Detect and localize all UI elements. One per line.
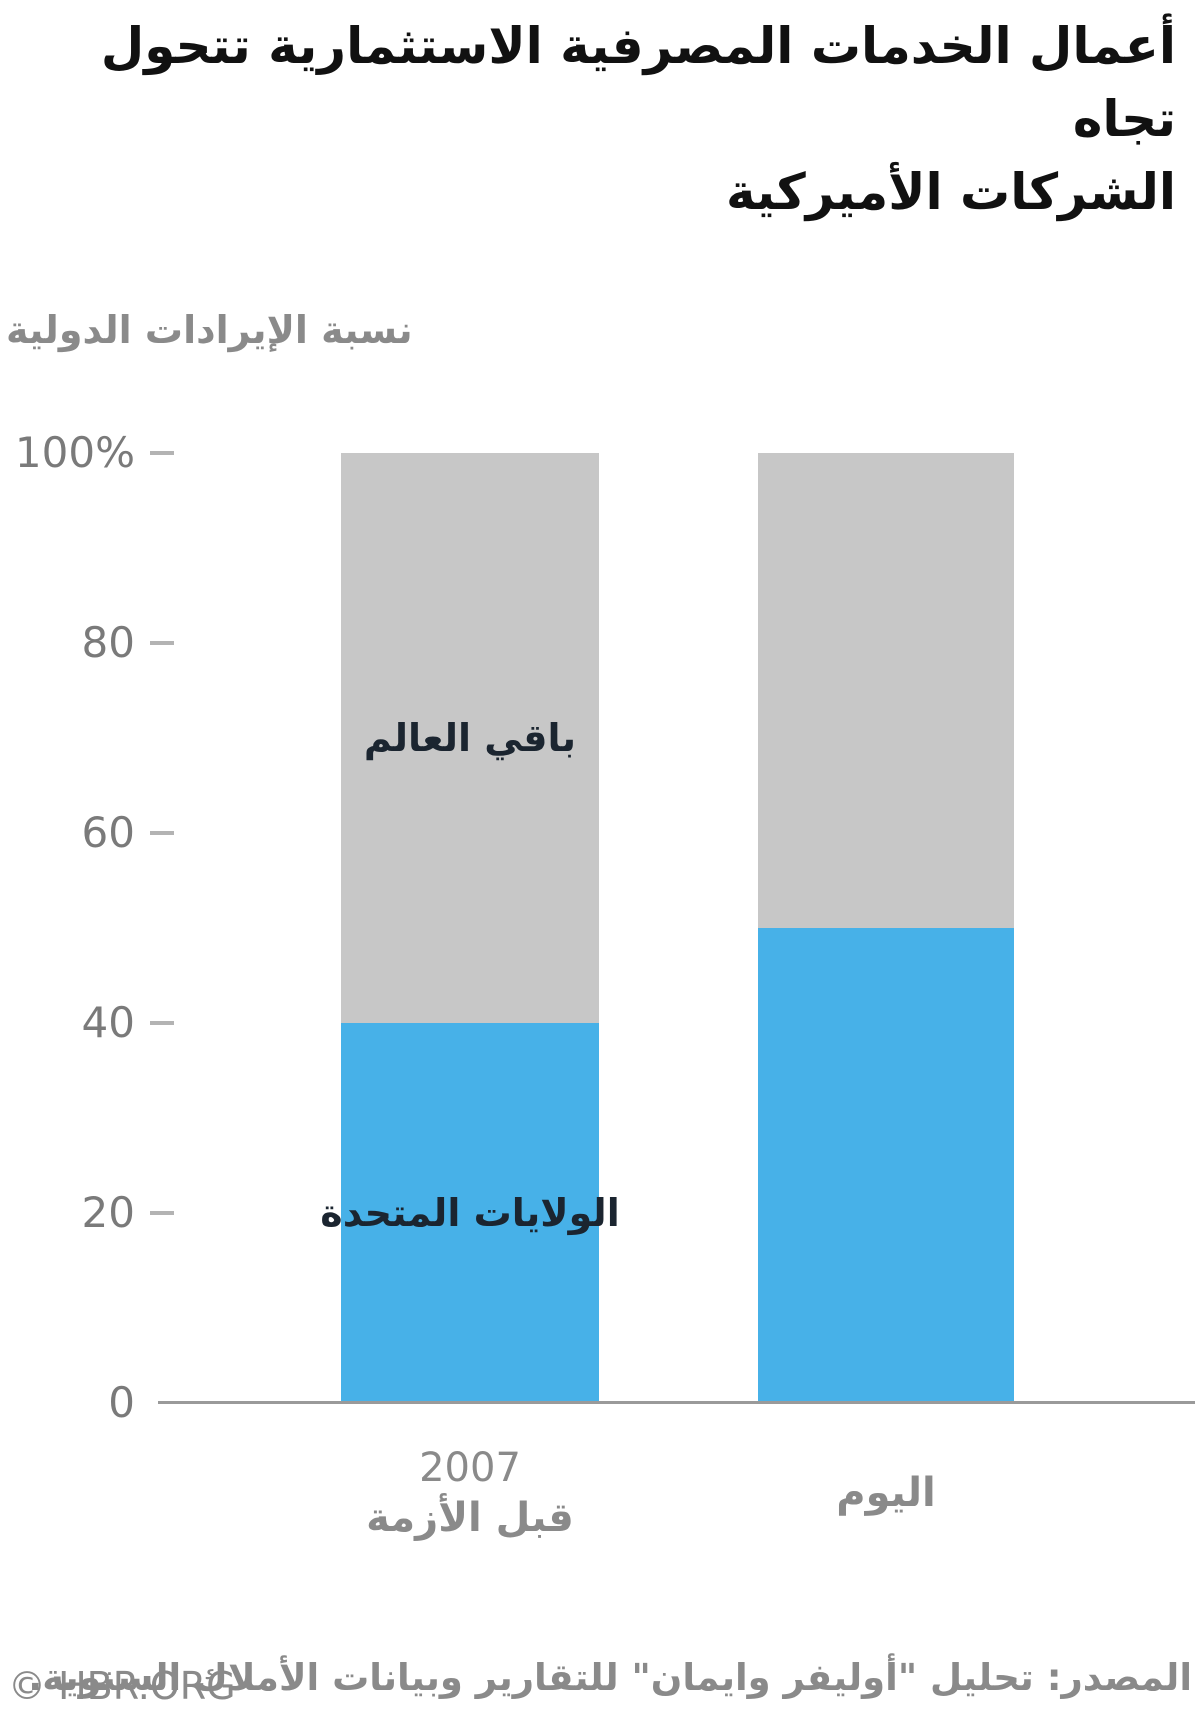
bar-segment-rest-of-world: باقي العالم xyxy=(341,453,599,1023)
chart-title: أعمال الخدمات المصرفية الاستثمارية تتحول… xyxy=(30,10,1176,229)
y-axis-tick-mark xyxy=(150,831,174,835)
united-states-series-label: الولايات المتحدة xyxy=(320,1191,620,1235)
y-axis-tick-label: 20 xyxy=(81,1188,135,1237)
x-axis-label-line: اليوم xyxy=(836,1470,936,1516)
x-axis-label-line: 2007 xyxy=(419,1445,521,1491)
y-axis-tick-mark xyxy=(150,451,174,455)
source-label: المصدر: تحليل "أوليفر وايمان" للتقارير و… xyxy=(28,1656,1192,1699)
y-axis-tick-label: 80 xyxy=(81,618,135,667)
y-axis-tick-label: 40 xyxy=(81,998,135,1047)
chart-title-line1: أعمال الخدمات المصرفية الاستثمارية تتحول… xyxy=(100,17,1176,148)
y-axis-tick-mark xyxy=(150,641,174,645)
x-axis-label-line: قبل الأزمة xyxy=(366,1495,574,1541)
y-axis-tick-mark xyxy=(150,1211,174,1215)
x-axis-category-label: اليوم xyxy=(758,1438,1014,1548)
y-axis-title: نسبة الإيرادات الدولية xyxy=(6,308,413,352)
chart-title-line2: الشركات الأميركية xyxy=(725,163,1176,221)
y-axis-tick-mark xyxy=(150,1021,174,1025)
x-axis-line xyxy=(158,1401,1195,1404)
y-axis-tick-label: 100% xyxy=(14,428,135,477)
rest-of-world-series-label: باقي العالم xyxy=(363,716,577,760)
y-axis-tick-label: 60 xyxy=(81,808,135,857)
y-axis-tick-label: 0 xyxy=(108,1378,135,1427)
bar-segment-rest-of-world xyxy=(758,453,1014,928)
bar-segment-united-states: الولايات المتحدة xyxy=(320,1023,620,1403)
copyright-label: © HBR.ORG xyxy=(8,1664,236,1708)
bar-segment-united-states xyxy=(758,928,1014,1403)
x-axis-category-label: 2007 قبل الأزمة xyxy=(341,1438,599,1548)
